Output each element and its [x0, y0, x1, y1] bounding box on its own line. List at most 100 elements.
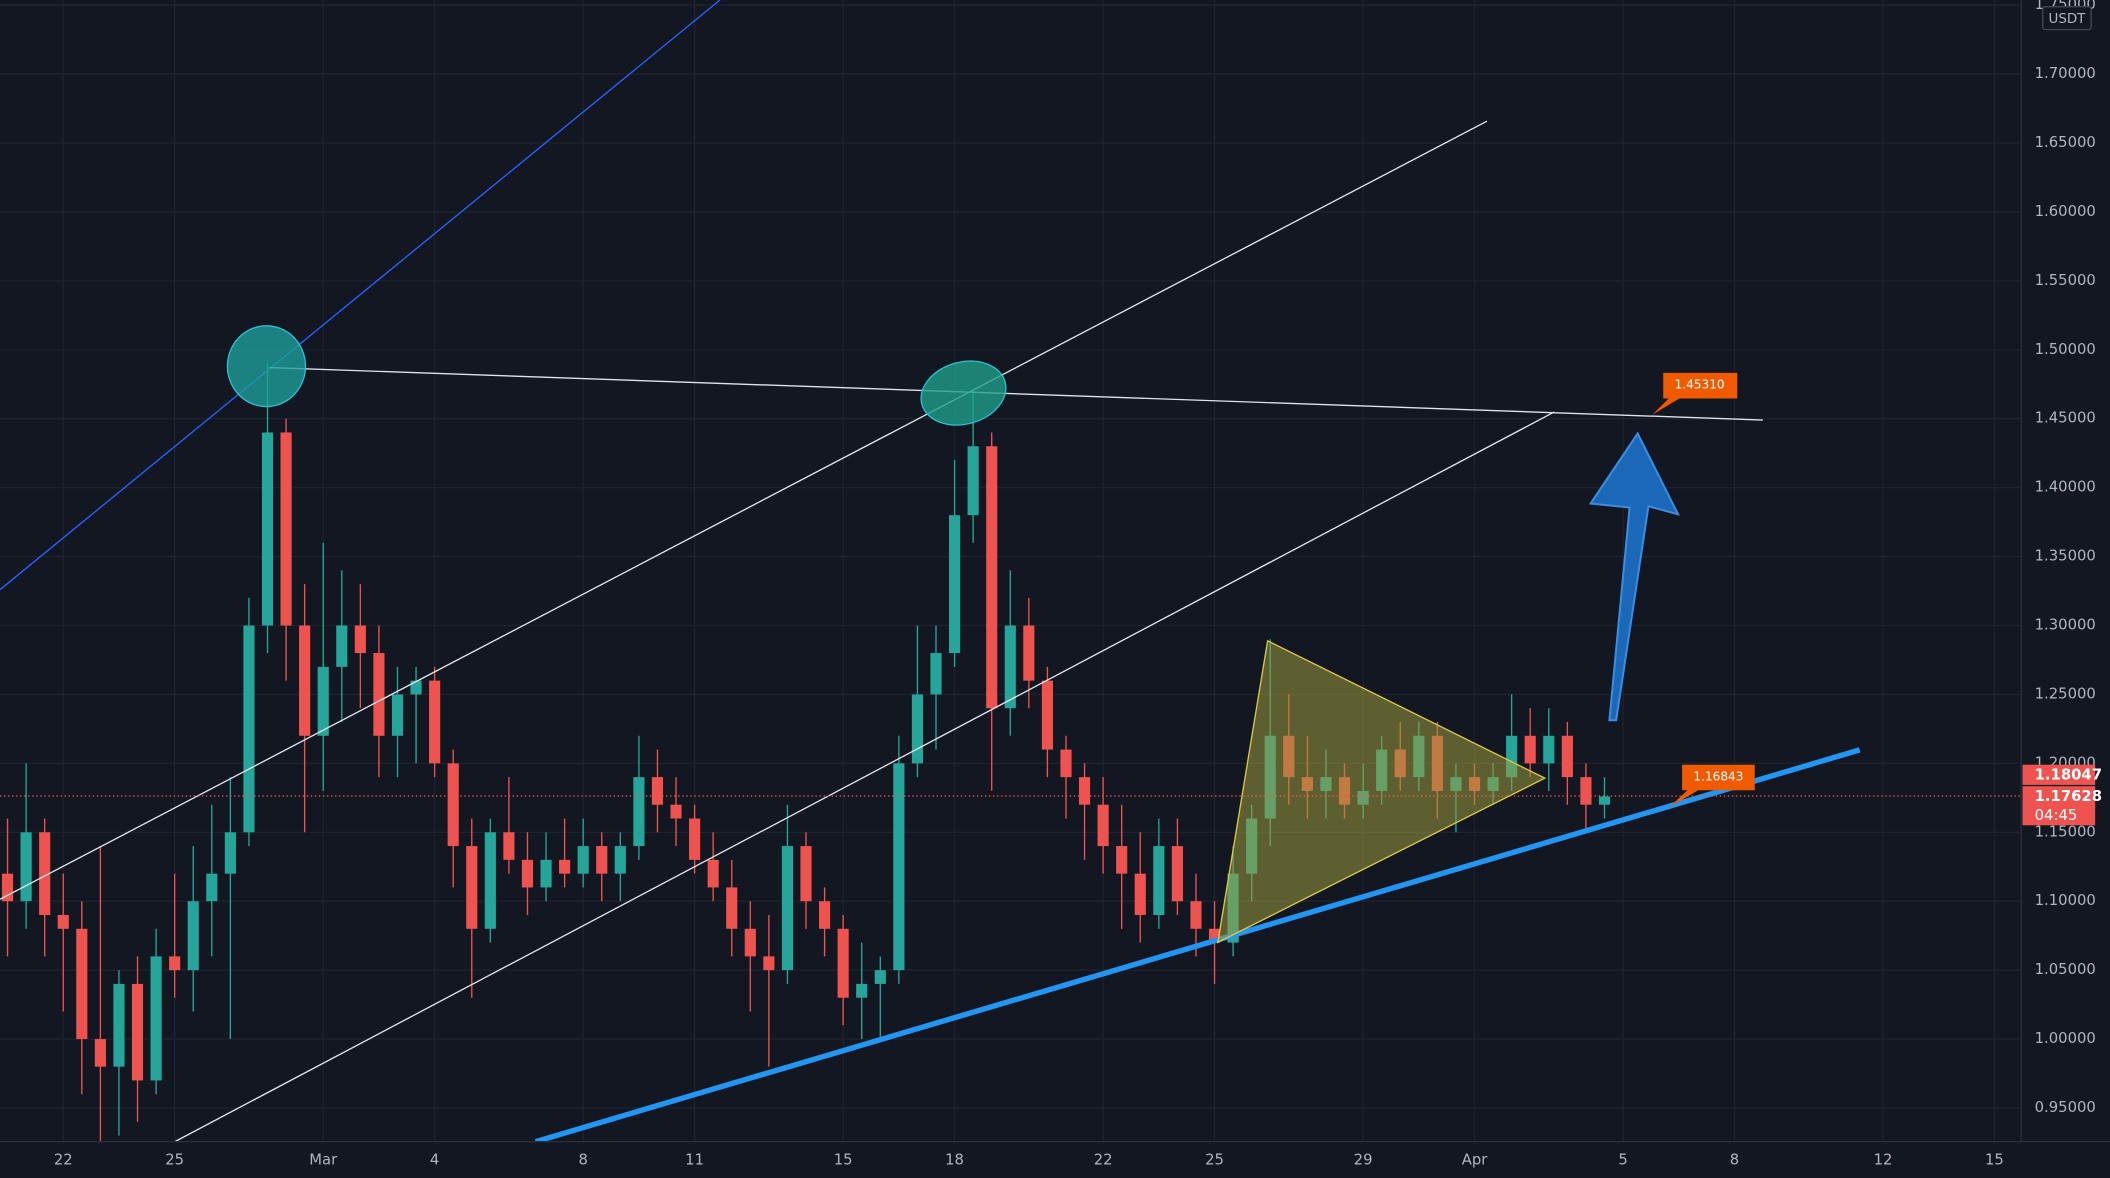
price-tag-label: 1.18047	[2035, 766, 2102, 783]
candle-body	[280, 432, 292, 626]
candle-body	[317, 666, 329, 736]
x-tick-label: 15	[834, 1151, 853, 1168]
triangle-pattern	[1216, 639, 1547, 944]
candle-body	[1004, 625, 1016, 709]
x-tick-label: 22	[1094, 1151, 1113, 1168]
candle-body	[466, 846, 478, 929]
x-tick-label: Apr	[1462, 1151, 1489, 1168]
candle-body	[744, 928, 756, 957]
y-tick-label: 1.60000	[2035, 203, 2096, 220]
x-tick-label: 12	[1874, 1151, 1893, 1168]
axis-labels: 0.950001.000001.050001.100001.150001.200…	[54, 0, 2096, 1169]
price-axis	[2021, 0, 2110, 1178]
x-tick-label: 25	[1205, 1151, 1224, 1168]
support-line	[534, 747, 1861, 1145]
highlight-ellipse	[226, 325, 307, 408]
channel-upper	[0, 120, 1488, 900]
y-tick-label: 1.40000	[2035, 479, 2096, 496]
price-callout	[1668, 764, 1755, 808]
candle-body	[1598, 796, 1611, 805]
price-tag-label: 1.17628	[2035, 788, 2102, 805]
price-tag	[2022, 786, 2096, 826]
candle-body	[967, 446, 979, 516]
x-tick-label: 25	[165, 1151, 184, 1168]
trend-line	[0, 0, 721, 591]
candle-body	[299, 625, 311, 736]
candle-body	[837, 928, 849, 998]
y-tick-label: 1.70000	[2035, 65, 2096, 82]
candle-body	[521, 859, 534, 888]
y-tick-label: 1.55000	[2035, 272, 2096, 289]
candle-body	[726, 887, 738, 929]
y-tick-label: 1.65000	[2035, 134, 2096, 151]
y-tick-label: 1.10000	[2035, 892, 2096, 909]
y-tick-label: 1.30000	[2035, 616, 2096, 633]
candle-body	[1153, 846, 1165, 916]
candle-body	[76, 928, 88, 1040]
y-tick-label: 1.25000	[2035, 685, 2096, 702]
x-tick-label: 15	[1985, 1151, 2004, 1168]
candle-body	[911, 694, 924, 764]
candle-body	[20, 832, 32, 902]
candle-body	[1023, 625, 1035, 681]
candle-body	[930, 653, 942, 695]
candle-body	[893, 763, 905, 971]
price-tag	[2022, 764, 2096, 785]
candle-body	[670, 804, 682, 819]
candle-body	[354, 625, 366, 654]
candle-body	[614, 846, 626, 874]
x-tick-label: 22	[54, 1151, 73, 1168]
candle-body	[373, 653, 385, 736]
highlight-ellipse	[920, 360, 1007, 426]
drawings: 1.45310 1.16843	[0, 0, 2022, 1145]
candle-body	[503, 832, 515, 860]
candle-body	[391, 694, 404, 736]
price-callout	[1652, 372, 1738, 415]
x-tick-label: 18	[945, 1151, 964, 1168]
candle-body	[150, 956, 162, 1081]
candle-body	[633, 777, 645, 847]
x-tick-label: Mar	[309, 1151, 338, 1168]
candle-body	[206, 873, 218, 902]
candle-body	[1208, 928, 1221, 943]
candle-body	[707, 859, 719, 888]
candle-body	[1506, 735, 1518, 778]
candle-body	[1078, 777, 1091, 805]
candle-body	[1134, 873, 1146, 916]
y-tick-label: 0.95000	[2035, 1099, 2096, 1116]
candle-body	[224, 832, 236, 874]
candle-body	[261, 432, 274, 626]
candle-body	[986, 446, 998, 709]
y-tick-label: 1.35000	[2035, 548, 2096, 565]
y-tick-label: 1.05000	[2035, 961, 2096, 978]
candle-body	[243, 625, 255, 833]
candle-body	[169, 956, 181, 971]
currency-badge	[2042, 6, 2092, 31]
arrow-up	[1588, 431, 1680, 722]
candle-body	[1543, 735, 1555, 764]
x-tick-label: 8	[1730, 1151, 1739, 1168]
countdown: 04:45	[2035, 807, 2078, 824]
candle-body	[559, 859, 571, 874]
y-tick-label: 1.50000	[2035, 341, 2096, 358]
y-tick-label: 1.00000	[2035, 1030, 2096, 1047]
candle-body	[447, 763, 459, 847]
candle-body	[57, 915, 69, 929]
candle-body	[1190, 901, 1202, 929]
candle-body	[1, 873, 14, 902]
candle-body	[819, 901, 831, 929]
candle-body	[577, 846, 589, 874]
candle-body	[856, 983, 868, 998]
candle-body	[410, 680, 422, 695]
candle-body	[131, 983, 144, 1081]
candle-body	[596, 846, 608, 874]
candle-body	[39, 832, 51, 916]
candle-body	[1097, 804, 1109, 847]
candle-body	[781, 846, 794, 971]
candle-body	[1524, 735, 1536, 764]
x-tick-label: 8	[578, 1151, 587, 1168]
candle-body	[948, 515, 961, 654]
candle-body	[1041, 680, 1053, 750]
